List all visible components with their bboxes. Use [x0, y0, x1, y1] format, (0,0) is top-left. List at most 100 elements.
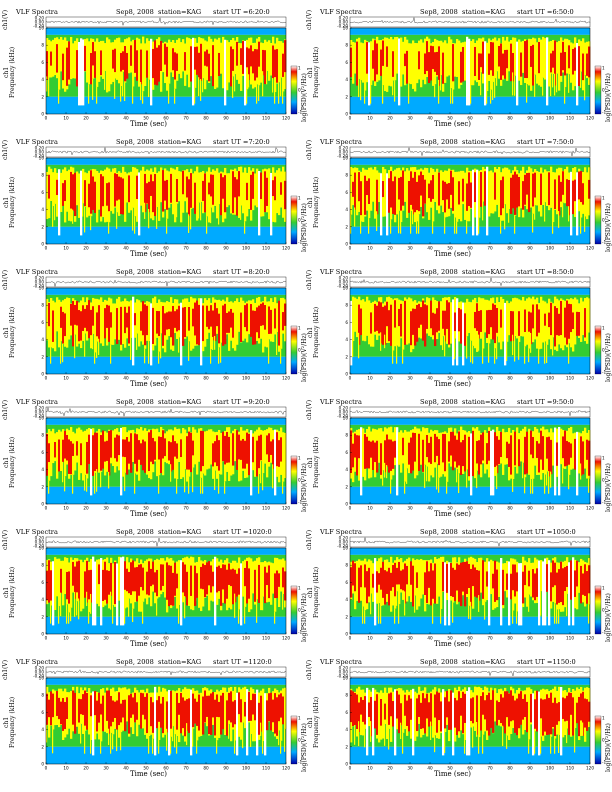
panel-header-start-time: start UT =9:50:0: [517, 398, 574, 406]
colorbar-label: log(PSD)(V²/Hz): [605, 203, 612, 252]
time-tick-label: 70: [487, 246, 493, 251]
panel-header-station: station=KAG: [462, 528, 506, 536]
time-tick-label: 100: [242, 116, 250, 121]
waveform-tick-label: -0.20: [33, 413, 44, 418]
frequency-tick-label: 2: [345, 744, 348, 749]
time-tick-label: 90: [223, 636, 229, 641]
frequency-tick-label: 4: [41, 727, 44, 732]
time-tick-label: 20: [83, 376, 89, 381]
time-tick-label: 30: [103, 506, 109, 511]
time-tick-label: 100: [546, 246, 554, 251]
panel-header-station: station=KAG: [158, 658, 202, 666]
time-tick-label: 20: [83, 116, 89, 121]
panel-header-station: station=KAG: [158, 268, 202, 276]
frequency-tick-label: 0: [345, 502, 348, 507]
colorbar-tick-label: -1: [602, 760, 607, 765]
time-tick-label: 120: [282, 246, 290, 251]
time-tick-label: 40: [123, 116, 129, 121]
colorbar-tick-label: -1: [298, 370, 303, 375]
waveform-frame: [45, 276, 287, 288]
panel-header-start-time: start UT =6:20:0: [213, 8, 270, 16]
time-tick-label: 110: [566, 506, 574, 511]
time-tick-label: 10: [63, 506, 69, 511]
colorbar: [594, 195, 602, 245]
panel-header-start-time: start UT =8:50:0: [517, 268, 574, 276]
spectrogram-panel: VLF Spectra Sep8, 2008 station=KAG start UT…: [2, 6, 308, 133]
waveform-tick-label: 0.20: [339, 665, 349, 670]
colorbar-tick-label: -1: [298, 500, 303, 505]
time-tick-label: 70: [183, 246, 189, 251]
time-tick-label: 50: [447, 506, 453, 511]
panel-header-title: VLF Spectra: [16, 528, 58, 536]
spectrogram-panel: VLF Spectra Sep8, 2008 station=KAG start UT…: [2, 656, 308, 783]
time-axis-label: Time (sec): [434, 640, 472, 648]
frequency-tick-label: 6: [41, 60, 44, 65]
panel-header-station: station=KAG: [462, 658, 506, 666]
colorbar: [594, 585, 602, 635]
panel-header-start-time: start UT =1150:0: [517, 658, 576, 666]
time-tick-label: 0: [349, 376, 352, 381]
time-tick-label: 90: [527, 636, 533, 641]
colorbar-label: log(PSD)(V²/Hz): [301, 333, 308, 382]
panel-header-date: Sep8, 2008: [420, 8, 458, 16]
time-tick-label: 120: [586, 636, 594, 641]
frequency-tick-label: 10: [39, 286, 45, 291]
time-tick-label: 20: [387, 766, 393, 771]
time-tick-label: 0: [349, 636, 352, 641]
time-tick-label: 50: [447, 246, 453, 251]
time-tick-label: 40: [427, 376, 433, 381]
time-tick-label: 0: [349, 246, 352, 251]
waveform-tick-label: 0.00: [339, 669, 349, 674]
time-tick-label: 110: [262, 116, 270, 121]
colorbar-tick-label: 0: [298, 738, 301, 743]
frequency-tick-label: 6: [41, 580, 44, 585]
frequency-tick-label: 10: [39, 546, 45, 551]
spectrogram-panel: VLF Spectra Sep8, 2008 station=KAG start UT…: [306, 136, 612, 263]
time-tick-label: 40: [427, 766, 433, 771]
time-tick-label: 90: [223, 246, 229, 251]
time-tick-label: 50: [143, 376, 149, 381]
time-tick-label: 80: [507, 636, 513, 641]
colorbar: [290, 455, 298, 505]
colorbar-tick-label: -1: [602, 630, 607, 635]
time-axis-label: Time (sec): [130, 770, 168, 778]
waveform-tick-label: 0.00: [339, 279, 349, 284]
frequency-tick-label: 0: [41, 112, 44, 117]
frequency-tick-label: 0: [41, 762, 44, 767]
waveform-tick-label: 0.00: [35, 149, 45, 154]
panel-header-title: VLF Spectra: [320, 138, 362, 146]
panel-header-date: Sep8, 2008: [420, 268, 458, 276]
time-tick-label: 20: [387, 506, 393, 511]
panel-header-title: VLF Spectra: [16, 268, 58, 276]
frequency-tick-label: 4: [345, 467, 348, 472]
frequency-tick-label: 8: [345, 43, 348, 48]
time-tick-label: 0: [45, 506, 48, 511]
time-tick-label: 80: [507, 376, 513, 381]
time-tick-label: 50: [143, 116, 149, 121]
spectrogram-image: [46, 678, 287, 764]
time-tick-label: 40: [123, 376, 129, 381]
colorbar-tick-label: -1: [602, 240, 607, 245]
time-tick-label: 100: [242, 766, 250, 771]
waveform-tick-label: 0.20: [339, 535, 349, 540]
panel-header-title: VLF Spectra: [320, 398, 362, 406]
colorbar-tick-label: 0: [298, 608, 301, 613]
time-tick-label: 50: [143, 246, 149, 251]
panel-header-title: VLF Spectra: [16, 138, 58, 146]
frequency-tick-label: 2: [41, 614, 44, 619]
waveform-frame: [349, 666, 591, 678]
frequency-tick-label: 4: [345, 207, 348, 212]
frequency-tick-label: 4: [345, 597, 348, 602]
waveform-tick-label: 0.00: [339, 409, 349, 414]
waveform-trace: [349, 670, 591, 677]
time-tick-label: 30: [407, 506, 413, 511]
time-tick-label: 90: [223, 376, 229, 381]
time-tick-label: 60: [467, 636, 473, 641]
frequency-tick-label: 6: [345, 60, 348, 65]
time-tick-label: 20: [83, 636, 89, 641]
colorbar-tick-label: -1: [298, 240, 303, 245]
colorbar: [594, 455, 602, 505]
waveform-frame: [349, 146, 591, 158]
time-tick-label: 50: [447, 376, 453, 381]
